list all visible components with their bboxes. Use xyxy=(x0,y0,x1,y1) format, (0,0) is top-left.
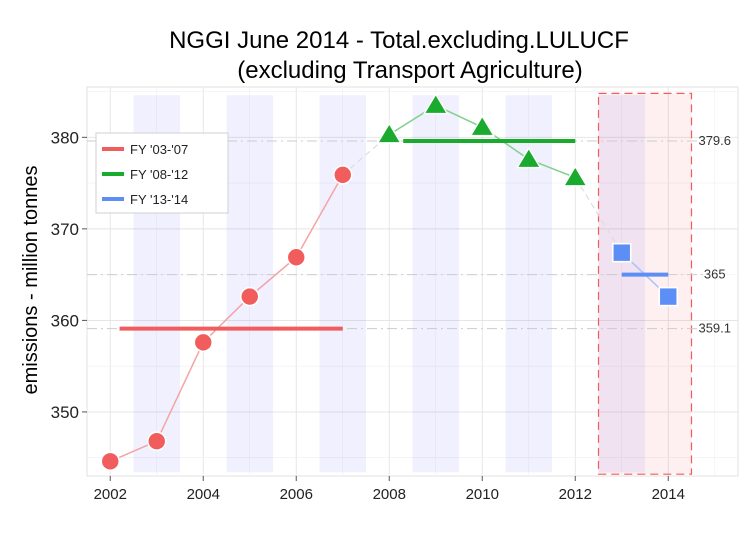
reference-line-label: 365 xyxy=(704,267,726,282)
series-connector xyxy=(574,177,623,253)
legend-label: FY '08-'12 xyxy=(130,167,188,182)
x-tick-label: 2004 xyxy=(187,486,220,503)
x-tick-label: 2002 xyxy=(94,486,127,503)
data-point xyxy=(146,431,167,452)
data-point xyxy=(286,247,307,268)
data-point xyxy=(658,286,679,307)
y-tick-label: 380 xyxy=(51,128,79,147)
shaded-band xyxy=(412,95,459,473)
x-tick-label: 2006 xyxy=(280,486,313,503)
data-point xyxy=(376,122,402,144)
y-tick-label: 350 xyxy=(51,403,79,422)
chart-subtitle: (excluding Transport Agriculture) xyxy=(237,57,583,84)
x-tick-label: 2012 xyxy=(559,486,592,503)
data-point xyxy=(332,165,353,185)
reference-line-label: 359.1 xyxy=(698,321,731,336)
shaded-band xyxy=(598,95,645,473)
plot-area: 379.6 365 359.1 2002 2004 2006 2008 2010 2012 201… xyxy=(51,86,739,503)
chart-title: NGGI June 2014 - Total.excluding.LULUCF xyxy=(169,27,629,54)
data-point xyxy=(469,114,495,137)
y-axis-label: emissions - million tonnes xyxy=(20,166,42,395)
legend: FY '03-'07 FY '08-'12 FY '13-'14 xyxy=(95,132,229,214)
data-point xyxy=(611,242,632,263)
shaded-band xyxy=(319,95,366,473)
x-tick-label: 2008 xyxy=(373,486,406,503)
data-point xyxy=(562,165,588,187)
data-point xyxy=(423,92,449,115)
legend-label: FY '13-'14 xyxy=(130,192,188,207)
data-point xyxy=(100,451,121,472)
reference-line-label: 379.6 xyxy=(698,133,731,148)
x-tick-label: 2010 xyxy=(466,486,499,503)
data-point xyxy=(193,332,214,353)
data-point xyxy=(239,286,260,307)
x-tick-label: 2014 xyxy=(652,486,685,503)
data-point xyxy=(516,146,542,169)
legend-label: FY '03-'07 xyxy=(130,142,188,157)
highlight-box xyxy=(597,92,693,475)
y-tick-label: 370 xyxy=(51,220,79,239)
y-tick-label: 360 xyxy=(51,311,79,330)
